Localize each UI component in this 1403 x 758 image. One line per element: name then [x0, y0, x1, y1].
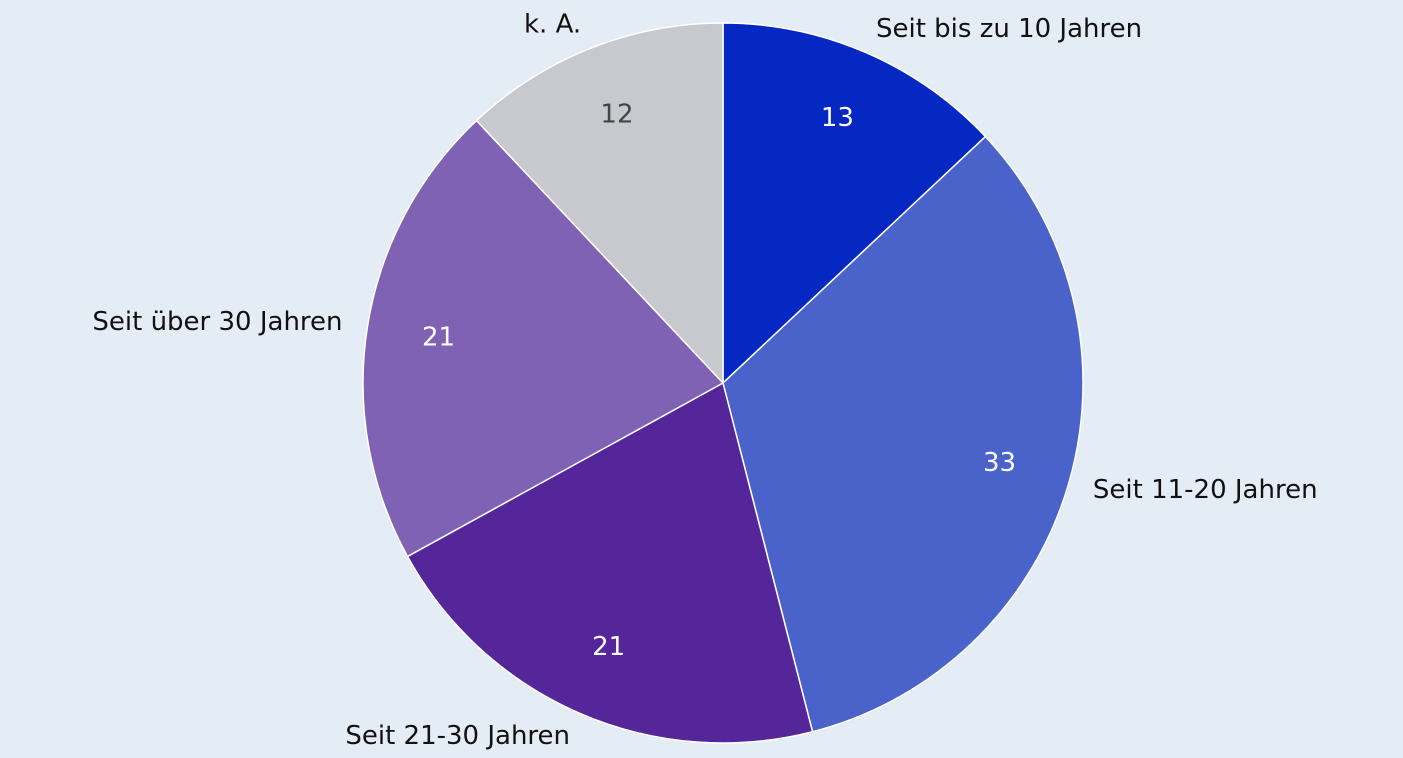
category-label: Seit 11-20 Jahren: [1093, 475, 1318, 505]
category-label: Seit über 30 Jahren: [92, 307, 342, 337]
value-label: 13: [821, 103, 854, 133]
category-label: Seit 21-30 Jahren: [345, 721, 570, 751]
category-label: k. A.: [524, 9, 581, 39]
pie-slice: [362, 119, 725, 558]
pie-slice: [475, 22, 724, 385]
value-label: 21: [422, 322, 455, 352]
pie-slice: [722, 135, 1084, 733]
value-label: 12: [600, 100, 633, 130]
category-label: Seit bis zu 10 Jahren: [876, 14, 1142, 44]
pie-slice: [406, 381, 814, 744]
value-label: 21: [592, 632, 625, 662]
value-label: 33: [983, 448, 1016, 478]
pie-slice: [722, 22, 987, 385]
